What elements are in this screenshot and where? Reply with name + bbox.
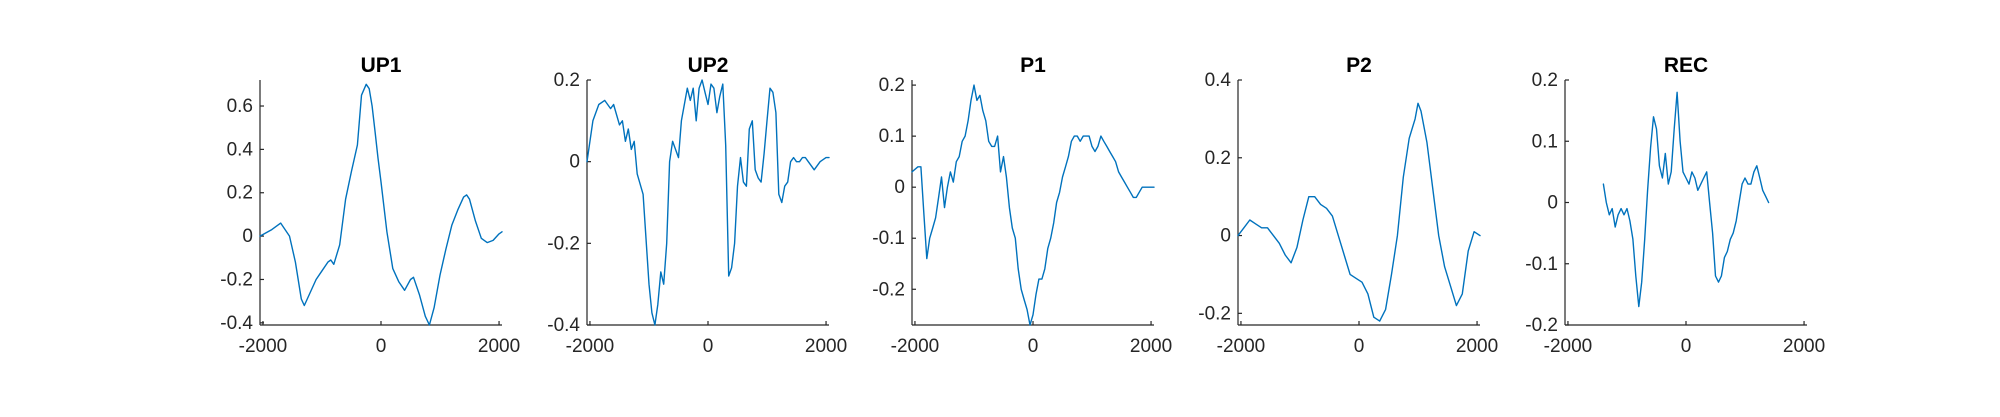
y-tick-label: 0.6 (227, 96, 253, 117)
y-tick-label: -0.1 (872, 228, 905, 249)
x-tick-label: -2000 (1544, 336, 1593, 357)
y-tick-label: 0 (569, 152, 580, 173)
y-tick-label: -0.2 (1525, 315, 1558, 336)
y-tick-label: 0.1 (879, 126, 905, 147)
series-line (586, 79, 830, 326)
y-tick-label: 0.2 (1205, 148, 1231, 169)
subplot-title: P2 (1346, 54, 1372, 77)
subplot-title: REC (1664, 54, 1708, 77)
x-tick-label: -2000 (566, 336, 615, 357)
subplot-title: UP1 (361, 54, 402, 77)
x-tick-label: -2000 (891, 336, 940, 357)
y-tick-label: 0.4 (1205, 70, 1232, 91)
y-tick-label: 0.2 (554, 70, 580, 91)
x-tick-label: 0 (376, 336, 387, 357)
y-tick-label: -0.2 (220, 269, 253, 290)
y-tick-label: -0.4 (220, 313, 253, 334)
x-tick-label: 2000 (805, 336, 847, 357)
x-tick-label: 0 (1681, 336, 1692, 357)
y-tick-label: 0.2 (879, 75, 905, 96)
subplot-p1: P1 -0.2 -0.1 0 0.1 0.2 -2000 0 2000 (872, 54, 1172, 357)
x-tick-label: 0 (1028, 336, 1039, 357)
x-tick-label: -2000 (239, 336, 288, 357)
subplot-title: P1 (1020, 54, 1046, 77)
series-line (911, 84, 1155, 326)
x-tick-label: 0 (703, 336, 714, 357)
x-tick-label: 2000 (1783, 336, 1825, 357)
subplot-p2: P2 -0.2 0 0.2 0.4 -2000 0 2000 (1198, 54, 1498, 357)
y-tick-label: 0.4 (227, 139, 254, 160)
y-tick-label: 0.1 (1532, 131, 1558, 152)
y-tick-label: 0 (894, 177, 905, 198)
y-tick-label: -0.1 (1525, 254, 1558, 275)
y-tick-label: 0.2 (227, 183, 253, 204)
y-tick-label: 0 (242, 226, 253, 247)
subplot-up2: UP2 -0.4 -0.2 0 0.2 -2000 0 2000 (547, 54, 847, 357)
subplot-up1: UP1 -0.4 -0.2 0 0.2 0.4 0.6 -2000 0 2000 (220, 54, 520, 357)
y-tick-label: -0.2 (872, 279, 905, 300)
x-tick-label: -2000 (1217, 336, 1266, 357)
y-tick-label: 0 (1220, 226, 1231, 247)
series-line (1237, 102, 1481, 322)
y-tick-label: 0.2 (1532, 70, 1558, 91)
x-tick-label: 0 (1354, 336, 1365, 357)
y-tick-label: 0 (1547, 193, 1558, 214)
y-tick-label: -0.4 (547, 315, 580, 336)
x-tick-label: 2000 (1130, 336, 1172, 357)
y-tick-label: -0.2 (547, 233, 580, 254)
subplot-title: UP2 (688, 54, 729, 77)
series-line (1602, 91, 1770, 308)
series-line (259, 83, 503, 326)
x-tick-label: 2000 (1456, 336, 1498, 357)
subplot-rec: REC -0.2 -0.1 0 0.1 0.2 -2000 0 2000 (1525, 54, 1825, 357)
y-tick-label: -0.2 (1198, 303, 1231, 324)
x-tick-label: 2000 (478, 336, 520, 357)
